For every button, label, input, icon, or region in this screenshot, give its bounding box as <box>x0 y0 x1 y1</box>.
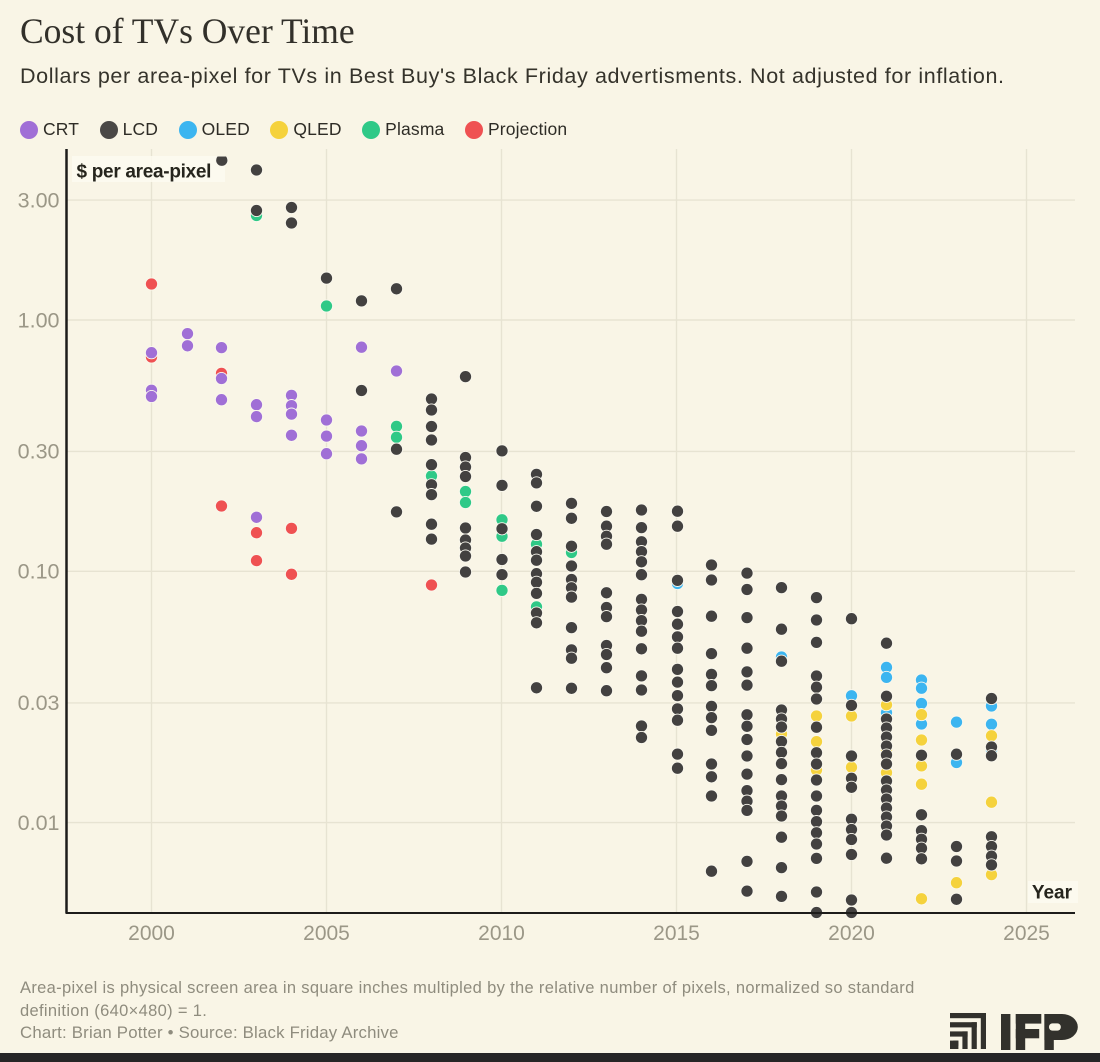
svg-text:0.30: 0.30 <box>18 440 60 464</box>
svg-text:0.01: 0.01 <box>18 811 60 835</box>
svg-text:0.10: 0.10 <box>18 560 60 584</box>
svg-text:3.00: 3.00 <box>18 188 60 212</box>
svg-text:2025: 2025 <box>1003 922 1050 945</box>
svg-text:Year: Year <box>1032 883 1073 904</box>
svg-text:2005: 2005 <box>303 922 350 945</box>
svg-text:1.00: 1.00 <box>18 308 60 332</box>
svg-text:$ per area-pixel: $ per area-pixel <box>77 162 212 183</box>
svg-text:2010: 2010 <box>478 922 525 945</box>
svg-text:0.03: 0.03 <box>18 691 60 715</box>
svg-text:2015: 2015 <box>653 922 700 945</box>
svg-text:2000: 2000 <box>128 922 175 945</box>
svg-text:2020: 2020 <box>828 922 875 945</box>
